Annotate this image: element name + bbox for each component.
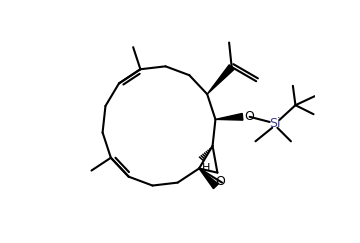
Text: O: O xyxy=(215,175,225,188)
Polygon shape xyxy=(215,113,243,120)
Polygon shape xyxy=(199,168,218,189)
Polygon shape xyxy=(207,65,234,94)
Text: O: O xyxy=(244,110,254,123)
Text: H: H xyxy=(202,163,211,173)
Text: Si: Si xyxy=(269,117,280,130)
